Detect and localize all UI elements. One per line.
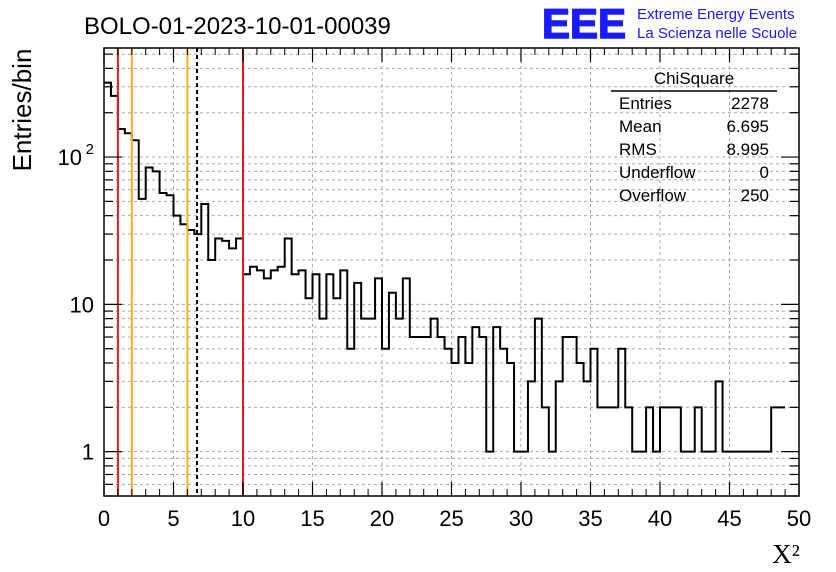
histogram-bin bbox=[507, 363, 514, 496]
histogram-bin bbox=[236, 238, 243, 496]
histogram-bin bbox=[125, 133, 132, 496]
x-tick-label: 25 bbox=[439, 506, 463, 531]
stats-row-label: RMS bbox=[619, 140, 657, 159]
histogram-bin bbox=[556, 381, 563, 496]
histogram-bin bbox=[201, 204, 208, 496]
histogram-bin bbox=[313, 274, 320, 496]
histogram-bin bbox=[479, 337, 486, 496]
histogram-bin bbox=[382, 349, 389, 496]
histogram-bin bbox=[465, 363, 472, 496]
histogram-bin bbox=[354, 283, 361, 496]
histogram-bin bbox=[452, 363, 459, 496]
histogram-bin bbox=[500, 349, 507, 496]
histogram-bin bbox=[208, 260, 215, 496]
histogram-bin bbox=[215, 238, 222, 496]
histogram-bin bbox=[285, 238, 292, 496]
histogram-bin bbox=[458, 337, 465, 496]
x-tick-label: 50 bbox=[787, 506, 811, 531]
x-tick-label: 5 bbox=[167, 506, 179, 531]
x-tick-label: 35 bbox=[578, 506, 602, 531]
x-tick-label: 20 bbox=[370, 506, 394, 531]
histogram-bin bbox=[570, 337, 577, 496]
y-axis-label: Entries/bin bbox=[7, 49, 37, 172]
stats-row-value: 6.695 bbox=[726, 117, 769, 136]
histogram-bin bbox=[180, 224, 187, 496]
histogram-bin bbox=[222, 241, 229, 496]
logo-mark: EEE bbox=[542, 0, 626, 47]
histogram-bin bbox=[584, 381, 591, 496]
histogram-bin bbox=[104, 83, 111, 496]
x-tick-label: 0 bbox=[98, 506, 110, 531]
chart-title: BOLO-01-2023-10-01-00039 bbox=[84, 13, 391, 40]
histogram-bin bbox=[528, 381, 535, 496]
marker-lines bbox=[116, 48, 244, 496]
y-tick-label: 1 bbox=[82, 440, 94, 465]
eee-logo: EEE Extreme Energy Events La Scienza nel… bbox=[541, 0, 797, 48]
histogram-bin bbox=[618, 349, 625, 496]
histogram-bin bbox=[326, 274, 333, 496]
histogram-bin bbox=[438, 337, 445, 496]
x-tick-label: 45 bbox=[717, 506, 741, 531]
histogram-bin bbox=[160, 193, 167, 496]
stats-row-value: 2278 bbox=[731, 94, 769, 113]
x-tick-label: 40 bbox=[648, 506, 672, 531]
histogram-bin bbox=[577, 363, 584, 496]
stats-row-value: 0 bbox=[760, 163, 769, 182]
histogram-bin bbox=[243, 274, 250, 496]
histogram-bin bbox=[472, 327, 479, 496]
histogram-bin bbox=[410, 337, 417, 496]
histogram-bin bbox=[563, 337, 570, 496]
histogram-bin bbox=[167, 195, 174, 496]
x-tick-label: 15 bbox=[300, 506, 324, 531]
grid-lines bbox=[104, 48, 799, 497]
histogram-bars bbox=[104, 81, 786, 496]
logo-line-2: La Scienza nelle Scuole bbox=[637, 25, 797, 42]
stats-row-value: 250 bbox=[741, 186, 769, 205]
histogram-bin bbox=[146, 167, 153, 496]
stats-row-value: 8.995 bbox=[726, 140, 769, 159]
histogram-bin bbox=[153, 171, 160, 496]
x-tick-label: 30 bbox=[509, 506, 533, 531]
y-tick-label: 10 bbox=[58, 145, 82, 170]
histogram-bin bbox=[174, 216, 181, 496]
logo-line-1: Extreme Energy Events bbox=[637, 6, 795, 23]
histogram-bin bbox=[493, 327, 500, 496]
histogram-bin bbox=[347, 349, 354, 496]
histogram-bin bbox=[417, 337, 424, 496]
histogram-bin bbox=[292, 274, 299, 496]
histogram-bin bbox=[118, 129, 125, 496]
stats-row-label: Entries bbox=[619, 94, 672, 113]
histogram-bin bbox=[591, 349, 598, 496]
y-tick-exponent: 2 bbox=[86, 141, 94, 158]
x-axis-label: X² bbox=[772, 539, 800, 569]
stats-row-label: Overflow bbox=[619, 186, 687, 205]
histogram-bin bbox=[424, 337, 431, 496]
stats-row-label: Mean bbox=[619, 117, 662, 136]
stats-box: ChiSquare Entries 2278 Mean 6.695 RMS 8.995 Un… bbox=[611, 69, 777, 205]
y-tick-label: 10 bbox=[70, 292, 94, 317]
histogram-outline bbox=[104, 81, 786, 453]
histogram-bin bbox=[445, 349, 452, 496]
histogram-bin bbox=[716, 381, 723, 496]
stats-box-name: ChiSquare bbox=[654, 69, 734, 88]
x-tick-label: 10 bbox=[231, 506, 255, 531]
stats-row-label: Underflow bbox=[619, 163, 696, 182]
histogram-bin bbox=[111, 96, 118, 496]
